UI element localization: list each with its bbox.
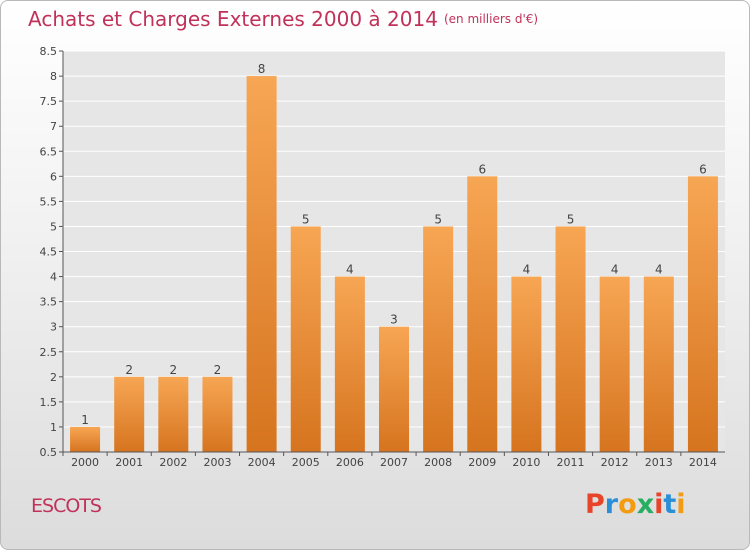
bar-value-label: 2 xyxy=(214,363,222,377)
x-tick-label: 2006 xyxy=(336,456,364,469)
x-tick-label: 2000 xyxy=(71,456,99,469)
bars: 1 2 2 2 8 5 4 3 5 6 4 5 4 4 6 xyxy=(70,62,718,452)
y-tick-label: 5.5 xyxy=(40,195,58,208)
bar-value-label: 2 xyxy=(170,363,178,377)
x-tick-label: 2002 xyxy=(159,456,187,469)
x-tick-label: 2008 xyxy=(424,456,452,469)
y-tick-label: 5 xyxy=(50,220,57,233)
logo-letter: x xyxy=(636,489,655,520)
bar-2010[interactable] xyxy=(511,276,542,452)
bar-2014[interactable] xyxy=(687,176,718,452)
logo-letter: t xyxy=(663,489,677,520)
y-tick-label: 8.5 xyxy=(40,45,58,58)
x-tick-label: 2012 xyxy=(601,456,629,469)
x-tick-label: 2004 xyxy=(248,456,276,469)
bar-value-label: 4 xyxy=(655,263,663,277)
y-tick-label: 7.5 xyxy=(40,95,58,108)
y-tick-label: 2 xyxy=(50,371,57,384)
logo-letter: o xyxy=(618,489,637,520)
y-tick-label: 1.5 xyxy=(40,396,58,409)
y-tick-label: 8 xyxy=(50,70,57,83)
y-tick-label: 2.5 xyxy=(40,346,58,359)
logo-letter: i xyxy=(676,489,686,520)
proxiti-logo[interactable]: Proxiti xyxy=(585,489,686,520)
bar-2008[interactable] xyxy=(423,226,454,452)
bar-value-label: 5 xyxy=(434,212,442,226)
chart-title: Achats et Charges Externes 2000 à 2014 (e… xyxy=(28,7,538,31)
x-tick-label: 2013 xyxy=(645,456,673,469)
x-tick-label: 2011 xyxy=(557,456,585,469)
place-name: ESCOTS xyxy=(31,495,102,517)
bar-2007[interactable] xyxy=(379,326,409,452)
bar-value-label: 2 xyxy=(125,363,133,377)
logo-letter: P xyxy=(585,489,605,520)
bar-value-label: 8 xyxy=(258,62,266,76)
bar-2013[interactable] xyxy=(643,276,674,452)
x-tick-label: 2005 xyxy=(292,456,320,469)
y-tick-label: 3 xyxy=(50,321,57,334)
bar-2005[interactable] xyxy=(290,226,321,452)
bar-2006[interactable] xyxy=(334,276,365,452)
bar-value-label: 4 xyxy=(346,263,354,277)
y-tick-label: 3.5 xyxy=(40,296,58,309)
x-tick-label: 2009 xyxy=(468,456,496,469)
logo-letter: i xyxy=(654,489,664,520)
bar-2009[interactable] xyxy=(467,176,498,452)
bar-value-label: 6 xyxy=(699,162,707,176)
x-tick-label: 2014 xyxy=(689,456,717,469)
y-axis: 0.5 1 1.5 2 2.5 3 3.5 4 4.5 5 5.5 6 6.5 7 7.5 8 8.5 xyxy=(40,45,64,459)
y-tick-label: 4.5 xyxy=(40,246,58,259)
y-tick-label: 0.5 xyxy=(40,446,58,459)
x-tick-label: 2010 xyxy=(512,456,540,469)
y-tick-label: 4 xyxy=(50,271,57,284)
bar-value-label: 4 xyxy=(611,263,619,277)
x-tick-label: 2001 xyxy=(115,456,143,469)
bar-2000[interactable] xyxy=(70,426,101,452)
x-tick-label: 2003 xyxy=(203,456,231,469)
bar-2002[interactable] xyxy=(158,376,189,452)
logo-letter: r xyxy=(604,489,619,520)
y-tick-label: 6.5 xyxy=(40,145,58,158)
bar-chart: 0.5 1 1.5 2 2.5 3 3.5 4 4.5 5 5.5 6 6.5 7 7.5 8 8.5 1 2 2 2… xyxy=(40,45,725,469)
chart-subtitle: (en milliers d'€) xyxy=(443,12,539,26)
y-tick-label: 1 xyxy=(50,421,57,434)
bar-2004[interactable] xyxy=(246,76,277,452)
y-tick-label: 7 xyxy=(50,120,57,133)
y-tick-label: 6 xyxy=(50,170,57,183)
bar-value-label: 5 xyxy=(302,212,310,226)
bar-2012[interactable] xyxy=(599,276,630,452)
bar-value-label: 6 xyxy=(478,162,486,176)
x-axis: 2000 2001 2002 2003 2004 2005 2006 2007 2008 2009… xyxy=(62,451,725,469)
x-tick-label: 2007 xyxy=(380,456,408,469)
bar-2003[interactable] xyxy=(202,376,233,452)
bar-value-label: 3 xyxy=(390,313,398,327)
chart-title-text: Achats et Charges Externes 2000 à 2014 xyxy=(28,7,438,31)
bar-value-label: 1 xyxy=(81,413,89,427)
bar-2001[interactable] xyxy=(114,376,145,452)
bar-2011[interactable] xyxy=(555,226,586,452)
bar-value-label: 4 xyxy=(523,263,531,277)
bar-value-label: 5 xyxy=(567,212,575,226)
